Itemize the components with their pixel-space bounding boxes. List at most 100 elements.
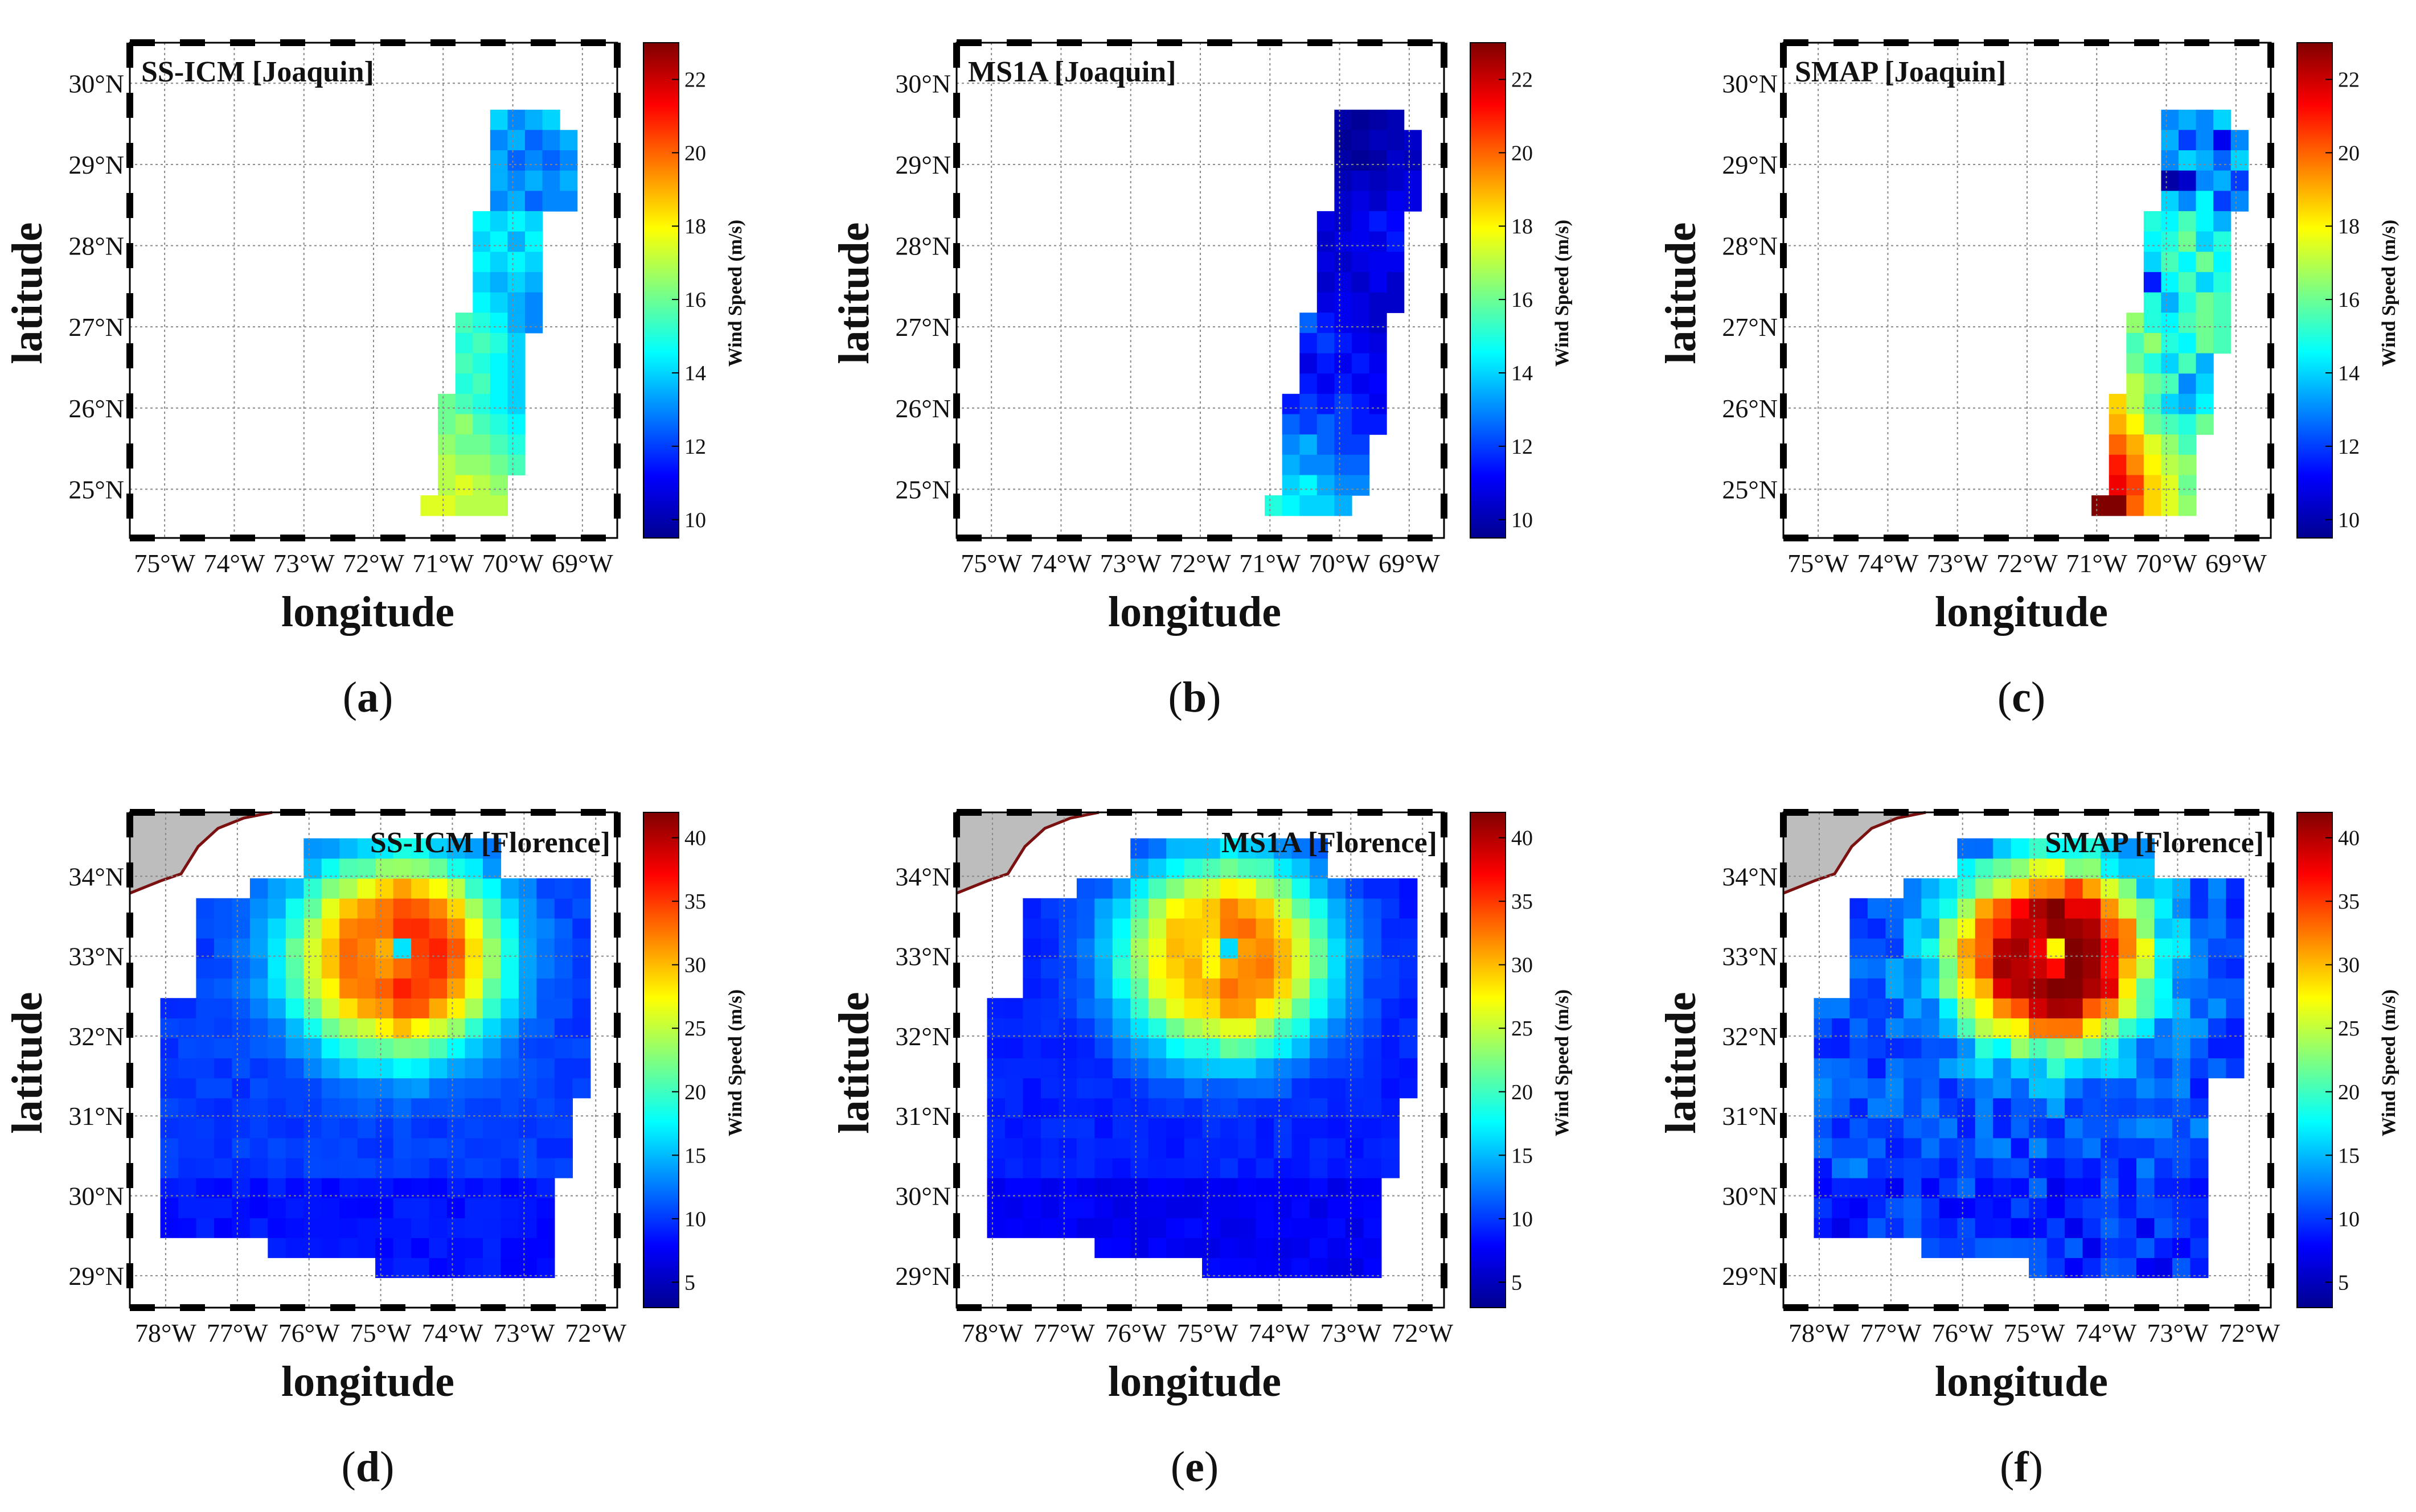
heat-cell xyxy=(1299,393,1318,415)
heatmap-cells xyxy=(420,109,578,516)
heat-cell xyxy=(465,998,483,1018)
heat-cell xyxy=(518,1078,537,1099)
heat-cell xyxy=(1040,1157,1059,1178)
heat-cell xyxy=(214,1018,232,1038)
heat-cell xyxy=(1059,998,1077,1018)
heat-cell xyxy=(1220,878,1238,899)
heat-cell xyxy=(160,1058,179,1079)
heat-cell xyxy=(1040,1018,1059,1038)
colorbar-tick-label: 14 xyxy=(2338,361,2360,385)
heat-cell xyxy=(268,1137,286,1158)
heat-cell xyxy=(2172,898,2191,919)
heat-cell xyxy=(1059,898,1077,919)
heat-cell xyxy=(232,1078,251,1099)
heat-cell xyxy=(1023,1117,1041,1139)
colorbar-tick-label: 12 xyxy=(1511,435,1533,459)
heat-cell xyxy=(1148,1018,1167,1038)
heat-cell xyxy=(987,1157,1006,1178)
heat-cell xyxy=(2226,978,2245,999)
frame-segment xyxy=(953,193,960,218)
heat-cell xyxy=(1238,1078,1257,1099)
heat-cell xyxy=(1112,1018,1131,1038)
caption-paren-close: ) xyxy=(1207,673,1221,721)
heat-cell xyxy=(232,918,251,939)
heat-cell xyxy=(525,272,543,293)
heat-cell xyxy=(483,1238,502,1258)
x-tick-label: 69°W xyxy=(2205,549,2267,578)
heat-cell xyxy=(2065,1238,2083,1258)
frame-segment xyxy=(531,39,556,46)
heat-cell xyxy=(214,1198,232,1218)
frame-segment xyxy=(1307,39,1332,46)
heat-cell xyxy=(501,1038,519,1059)
heat-cell xyxy=(375,1198,394,1218)
heat-cell xyxy=(1274,878,1293,899)
heat-cell xyxy=(2136,1238,2155,1258)
heat-cell xyxy=(1316,252,1335,273)
heat-cell xyxy=(465,1218,483,1238)
heat-cell xyxy=(1867,1117,1886,1139)
heat-cell xyxy=(1975,1238,1993,1258)
heat-cell xyxy=(1363,1117,1382,1139)
frame-segment xyxy=(1157,535,1182,541)
heat-cell xyxy=(1849,1157,1868,1178)
heat-cell xyxy=(303,918,322,939)
heat-cell xyxy=(447,838,466,859)
heat-cell xyxy=(536,1078,555,1099)
heat-cell xyxy=(285,1238,304,1258)
grid xyxy=(130,812,617,1308)
heat-cell xyxy=(285,938,304,959)
heat-cell xyxy=(2118,1137,2137,1158)
heat-cell xyxy=(2029,1157,2048,1178)
frame-segment xyxy=(1441,393,1447,418)
heat-cell xyxy=(1282,454,1300,476)
frame-segment xyxy=(581,535,606,541)
frame-segment xyxy=(614,913,621,938)
heat-cell xyxy=(2065,898,2083,919)
heat-cell xyxy=(525,211,543,232)
heat-cell xyxy=(2143,252,2161,273)
colorbar-tick-label: 20 xyxy=(684,1080,706,1104)
heat-cell xyxy=(501,1238,519,1258)
heat-cell xyxy=(507,191,526,212)
heat-cell xyxy=(1130,1098,1149,1119)
heat-cell xyxy=(411,1018,430,1038)
heat-cell xyxy=(1993,1078,2012,1099)
heat-cell xyxy=(196,978,215,999)
heat-cell xyxy=(249,1137,268,1158)
x-tick-label: 73°W xyxy=(1927,549,1988,578)
heat-cell xyxy=(1202,1218,1221,1238)
heat-cell xyxy=(214,938,232,959)
frame-segment xyxy=(2184,1304,2209,1311)
heat-cell xyxy=(536,1258,555,1278)
heat-cell xyxy=(321,1198,340,1218)
heat-cell xyxy=(1148,1098,1167,1119)
heat-cell xyxy=(285,1157,304,1178)
frame-segment xyxy=(380,535,405,541)
heat-cell xyxy=(987,1218,1006,1238)
heat-cell xyxy=(1975,978,1993,999)
heat-cell xyxy=(1256,1018,1274,1038)
frame-segment xyxy=(1441,93,1447,118)
heat-cell xyxy=(2118,898,2137,919)
heat-cell xyxy=(507,231,526,252)
frame-segment xyxy=(1441,963,1447,988)
heat-cell xyxy=(2190,918,2209,939)
heat-cell xyxy=(2029,1078,2048,1099)
heat-cell xyxy=(1274,1198,1293,1218)
heat-cell xyxy=(987,998,1006,1018)
heat-cell xyxy=(1903,1098,1922,1119)
heat-cell xyxy=(465,1157,483,1178)
heat-cell xyxy=(303,1198,322,1218)
x-tick-label: 77°W xyxy=(207,1318,268,1347)
heat-cell xyxy=(465,958,483,979)
heat-cell xyxy=(1202,1018,1221,1038)
heat-cell xyxy=(1334,454,1352,476)
heat-cell xyxy=(2190,1137,2209,1158)
x-axis-label: longitude xyxy=(281,1358,454,1406)
heat-cell xyxy=(1387,150,1405,171)
heat-cell xyxy=(232,1117,251,1139)
heat-cell xyxy=(1310,1218,1328,1238)
heat-cell xyxy=(1885,1218,1904,1238)
heat-cell xyxy=(2208,998,2226,1018)
